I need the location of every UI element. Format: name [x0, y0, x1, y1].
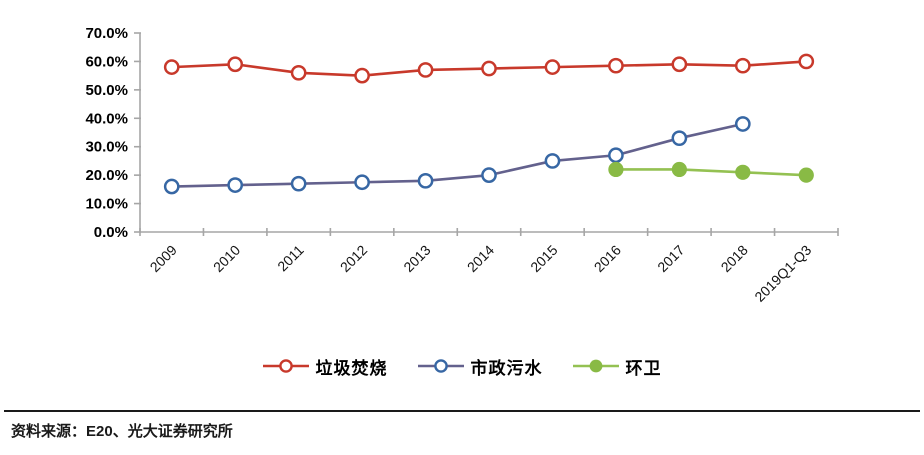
x-axis-category-label: 2015	[527, 242, 560, 275]
x-axis-category-label: 2014	[464, 242, 497, 275]
data-point-marker	[163, 59, 180, 75]
legend-item: 垃圾焚烧	[262, 354, 388, 379]
data-point-marker	[671, 56, 688, 73]
data-point-marker	[354, 174, 370, 191]
y-axis-tick-label: 40.0%	[85, 110, 128, 127]
x-axis-category-label: 2016	[591, 242, 624, 275]
series-line	[170, 122, 745, 188]
divider-line	[4, 410, 920, 412]
series-line	[614, 168, 808, 177]
x-axis-category-label: 2019Q1-Q3	[751, 242, 814, 305]
data-point-marker	[227, 56, 244, 73]
data-point-marker	[417, 172, 434, 189]
data-point-marker	[671, 161, 687, 178]
y-axis-tick-label: 20.0%	[85, 167, 128, 184]
legend-item: 市政污水	[417, 354, 543, 379]
legend-marker-icon	[417, 359, 464, 373]
data-point-marker	[798, 167, 814, 183]
x-axis-category-label: 2012	[337, 242, 370, 275]
data-point-marker	[354, 67, 370, 84]
source-text: 资料来源：E20、光大证券研究所	[11, 423, 233, 440]
data-point-marker	[798, 53, 815, 70]
data-point-marker	[734, 57, 751, 74]
legend-label: 垃圾焚烧	[315, 358, 388, 378]
y-axis-tick-label: 50.0%	[85, 82, 128, 99]
data-point-marker	[544, 59, 561, 75]
y-axis-tick-label: 60.0%	[85, 53, 128, 70]
data-point-marker	[734, 116, 751, 132]
legend-marker-icon	[572, 359, 619, 373]
y-axis-tick-label: 70.0%	[85, 25, 128, 42]
x-axis-category-label: 2017	[654, 242, 687, 275]
y-axis-tick-label: 0.0%	[94, 224, 128, 241]
data-point-marker	[544, 153, 561, 169]
data-point-marker	[417, 62, 434, 78]
data-point-marker	[608, 147, 624, 164]
line-chart: 0.0% 10.0% 20.0% 30.0% 40.0% 50.0% 60.0% 70.0% 2…	[85, 25, 839, 305]
data-point-marker	[608, 161, 624, 178]
data-point-marker	[227, 177, 244, 193]
data-point-marker	[481, 167, 497, 183]
data-point-marker	[290, 64, 307, 81]
data-point-marker	[735, 164, 751, 180]
chart-svg: 0.0% 10.0% 20.0% 30.0% 40.0% 50.0% 60.0% 70.0% 2…	[85, 25, 839, 305]
source-footer: 资料来源：E20、光大证券研究所	[0, 410, 924, 441]
data-point-marker	[608, 57, 624, 74]
x-axis-category-label: 2018	[718, 242, 751, 275]
legend-item: 环卫	[572, 354, 662, 379]
y-axis-tick-label: 30.0%	[85, 139, 128, 156]
legend-label: 市政污水	[470, 358, 543, 378]
x-axis-category-label: 2009	[147, 242, 180, 275]
legend-label: 环卫	[625, 358, 662, 378]
chart-legend: 垃圾焚烧 市政污水 环卫	[0, 349, 924, 383]
data-point-marker	[671, 130, 688, 147]
legend-marker-icon	[262, 359, 309, 373]
data-point-marker	[290, 175, 307, 192]
x-axis-category-label: 2010	[210, 242, 243, 275]
data-point-marker	[163, 178, 180, 195]
x-axis-category-label: 2011	[274, 242, 307, 275]
y-axis-tick-label: 10.0%	[85, 196, 128, 213]
x-axis-category-label: 2013	[400, 242, 433, 275]
data-point-marker	[481, 60, 497, 77]
